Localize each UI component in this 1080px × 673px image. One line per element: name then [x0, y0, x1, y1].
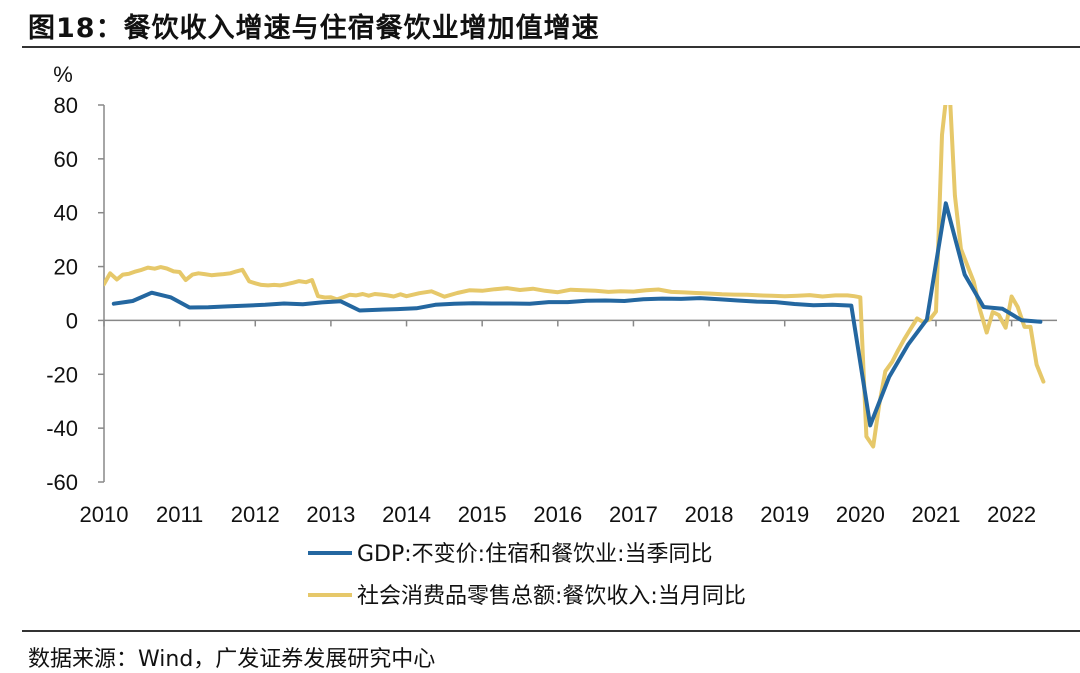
chart-title: 图18：餐饮收入增速与住宿餐饮业增加值增速 — [28, 13, 600, 44]
series-line-gdp — [111, 201, 1043, 428]
legend: GDP:不变价:住宿和餐饮业:当季同比 社会消费品零售总额:餐饮收入:当月同比 — [308, 542, 746, 609]
y-tick-label: 0 — [66, 308, 78, 333]
legend-label-retail: 社会消费品零售总额:餐饮收入:当月同比 — [357, 584, 746, 609]
y-tick-label: -20 — [46, 362, 78, 387]
x-tick-label: 2013 — [306, 502, 355, 527]
y-axis-unit-label: % — [53, 62, 73, 87]
x-tick-label: 2022 — [987, 502, 1036, 527]
legend-label-gdp: GDP:不变价:住宿和餐饮业:当季同比 — [357, 542, 713, 567]
x-tick-label: 2012 — [231, 502, 280, 527]
x-tick-label: 2014 — [382, 502, 431, 527]
source-note: 数据来源：Wind，广发证券发展研究中心 — [28, 647, 436, 672]
x-tick-label: 2017 — [609, 502, 658, 527]
y-tick-label: -40 — [46, 416, 78, 441]
x-tick-label: 2021 — [912, 502, 961, 527]
footer-divider — [22, 630, 1080, 632]
x-tick-label: 2016 — [533, 502, 582, 527]
x-tick-label: 2015 — [458, 502, 507, 527]
x-tick-label: 2011 — [156, 502, 203, 527]
y-tick-label: 60 — [54, 147, 78, 172]
x-tick-label: 2020 — [836, 502, 885, 527]
y-tick-label: 80 — [54, 93, 78, 118]
x-tick-label: 2018 — [685, 502, 734, 527]
x-tick-label: 2010 — [80, 502, 129, 527]
y-tick-label: -60 — [46, 470, 78, 495]
y-tick-label: 40 — [54, 201, 78, 226]
x-tick-label: 2019 — [760, 502, 809, 527]
title-divider — [22, 46, 1080, 48]
series-layer — [104, 105, 1046, 449]
axes-layer — [98, 104, 1057, 483]
series-line-retail — [104, 105, 1046, 449]
y-tick-label: 20 — [54, 255, 78, 280]
